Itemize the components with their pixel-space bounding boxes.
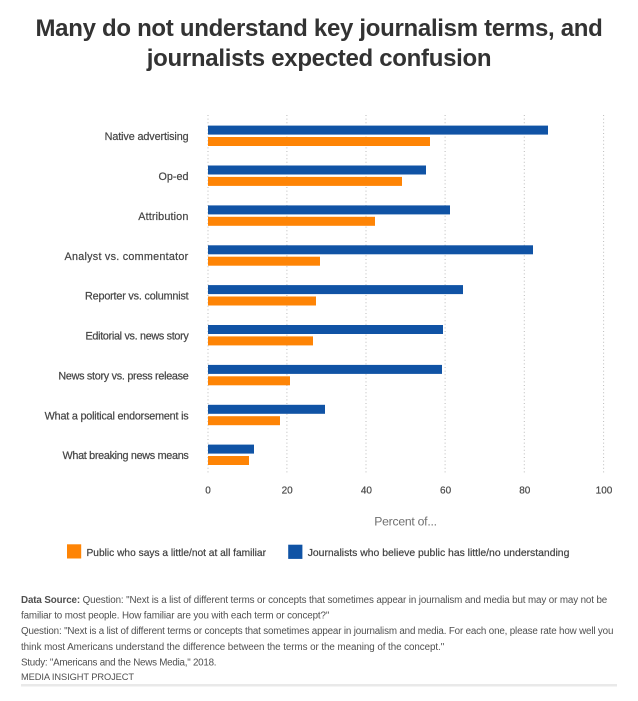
- svg-text:Many do not understand key jou: Many do not understand key journalism te…: [35, 15, 602, 42]
- svg-text:Native advertising: Native advertising: [105, 131, 189, 143]
- svg-text:Data Source: Question: "Next i: Data Source: Question: "Next is a list o…: [21, 595, 608, 606]
- svg-text:journalists expected confusion: journalists expected confusion: [146, 45, 491, 72]
- svg-text:What breaking news means: What breaking news means: [62, 450, 189, 462]
- svg-text:0: 0: [205, 486, 211, 497]
- svg-text:Percent of...: Percent of...: [374, 514, 436, 528]
- svg-text:Public who says a little/not a: Public who says a little/not at all fami…: [87, 548, 267, 559]
- svg-text:100: 100: [596, 486, 613, 497]
- svg-text:Reporter vs. columnist: Reporter vs. columnist: [85, 291, 189, 303]
- svg-text:Editorial vs. news story: Editorial vs. news story: [86, 331, 190, 343]
- svg-text:Analyst vs. commentator: Analyst vs. commentator: [65, 251, 189, 263]
- svg-text:Attribution: Attribution: [138, 211, 188, 223]
- svg-text:Question: "Next is a list of d: Question: "Next is a list of different t…: [21, 626, 613, 637]
- svg-text:think most Americans understan: think most Americans understand the diff…: [21, 642, 445, 653]
- svg-text:80: 80: [519, 486, 531, 497]
- svg-text:Study: "Americans and the News: Study: "Americans and the News Media," 2…: [21, 657, 216, 668]
- svg-text:40: 40: [361, 486, 373, 497]
- svg-text:News story vs. press release: News story vs. press release: [58, 370, 188, 382]
- svg-text:Journalists who believe public: Journalists who believe public has littl…: [308, 548, 570, 559]
- svg-text:20: 20: [282, 486, 294, 497]
- svg-text:Op-ed: Op-ed: [158, 171, 188, 183]
- svg-text:What a political endorsement i: What a political endorsement is: [45, 410, 190, 422]
- svg-text:MEDIA INSIGHT PROJECT: MEDIA INSIGHT PROJECT: [21, 672, 134, 682]
- svg-text:familiar to most people. How f: familiar to most people. How familiar ar…: [21, 610, 330, 621]
- svg-text:60: 60: [440, 486, 452, 497]
